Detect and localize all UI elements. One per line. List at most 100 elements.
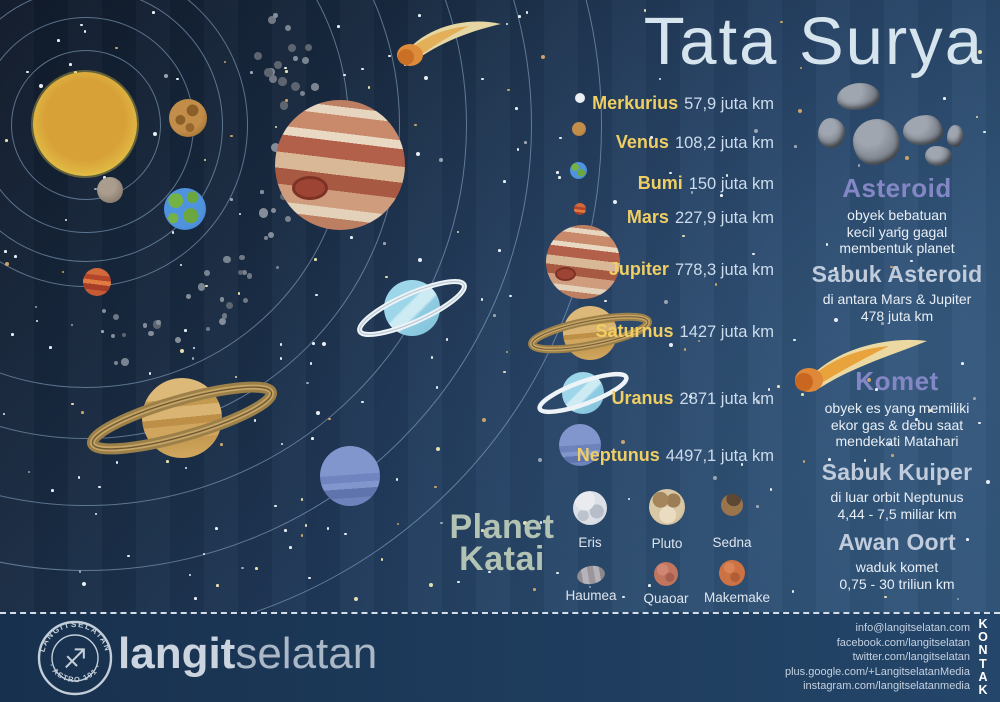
belt-asteroid [242,298,248,304]
star [418,258,423,263]
star [943,97,946,100]
planet-distance-row: Saturnus 1427 juta km [596,321,775,342]
kontak-letter: K [978,617,988,631]
kontak-letter: T [979,656,987,671]
earth-illustration [164,188,206,230]
planet-distance-row: Venus 108,2 juta km [616,132,774,153]
kontak-letter: N [978,643,988,658]
star [503,370,506,374]
saturn-illustration [86,378,278,458]
star [834,267,837,270]
star [683,348,687,351]
section-title: Sabuk Kuiper [821,459,973,485]
star [891,454,895,457]
star [255,567,258,571]
belt-asteroid [311,83,319,91]
star [289,546,292,549]
star [825,243,829,247]
comet-icon [397,21,501,66]
star [396,522,400,526]
planet-distance-row: Merkurius 57,9 juta km [592,93,774,114]
planet-distance-row: Mars 227,9 juta km [627,207,774,228]
star [791,590,795,593]
star [643,8,647,12]
star [456,230,460,234]
belt-asteroid [271,143,281,153]
star [480,529,484,532]
star [344,532,347,536]
star [152,132,157,137]
dwarf-planet-haumea [575,563,607,587]
star [481,77,484,81]
star [38,84,43,89]
section-title: Komet [855,366,939,396]
star [279,357,283,360]
contact-link[interactable]: facebook.com/langitselatan [836,636,970,649]
dwarf-planet-label: Sedna [712,535,752,550]
section-desc: di antara Mars & Jupiter 478 juta km [822,291,972,324]
star [689,395,692,398]
belt-asteroid [222,255,231,264]
belt-asteroid [284,215,291,222]
contact-link[interactable]: twitter.com/langitselatan [852,651,970,664]
star [457,580,460,584]
star [77,476,81,479]
star [753,128,758,133]
star [438,158,443,163]
planet-distance: 4497,1 juta km [665,447,774,465]
star [793,338,796,342]
star [505,22,509,26]
contact-link[interactable]: instagram.com/langitselatanmedia [803,680,970,693]
star [285,70,288,74]
star [488,570,491,574]
belt-asteroid [219,297,224,302]
star [480,298,484,301]
planet-distance: 2871 juta km [679,390,774,408]
star [888,442,891,446]
planet-name: Bumi [637,173,683,193]
mercury-scale [575,93,585,103]
star [966,538,969,541]
star [664,299,669,304]
star [622,595,625,599]
section-komet: Komet obyek es yang memiliki ekor gas & … [799,366,995,450]
mars-scale [574,203,586,215]
star [83,30,87,33]
star [436,447,441,452]
star [304,524,308,528]
star [57,39,61,42]
jupiter-illustration [275,100,405,230]
star [148,372,152,375]
dwarf-planets-heading: Planet Katai [449,508,555,578]
planet-distance-row: Neptunus 4497,1 juta km [577,445,774,466]
star [49,346,52,349]
star [975,115,979,119]
centaur-archer-icon: ♐ [63,644,87,675]
langitselatan-stamp-logo: LANGITSELATAN · ASTRO 101 · ♐ [38,620,113,696]
belt-asteroid [239,254,246,261]
belt-asteroid [268,74,277,84]
contact-link[interactable]: plus.google.com/+LangitselatanMedia [785,665,970,678]
star [794,145,797,148]
belt-asteroid [280,101,289,110]
section-asteroid: Asteroid obyek bebatuan kecil yang gagal… [799,173,995,257]
brand-bold: langit [118,629,236,678]
star [912,409,916,412]
contact-link[interactable]: info@langitselatan.com [855,622,970,634]
star [202,552,206,556]
section-desc: waduk komet 0,75 - 30 triliun km [839,559,955,592]
planet-name: Merkurius [592,93,679,113]
planet-distance-row: Uranus 2871 juta km [612,388,775,409]
star [556,571,559,575]
star [115,46,118,50]
star [27,470,31,474]
star [81,581,86,586]
star [780,20,783,24]
star [230,198,233,201]
star [648,584,651,587]
star [857,163,861,167]
venus-illustration [169,99,207,137]
star [440,521,443,525]
star [713,475,718,480]
